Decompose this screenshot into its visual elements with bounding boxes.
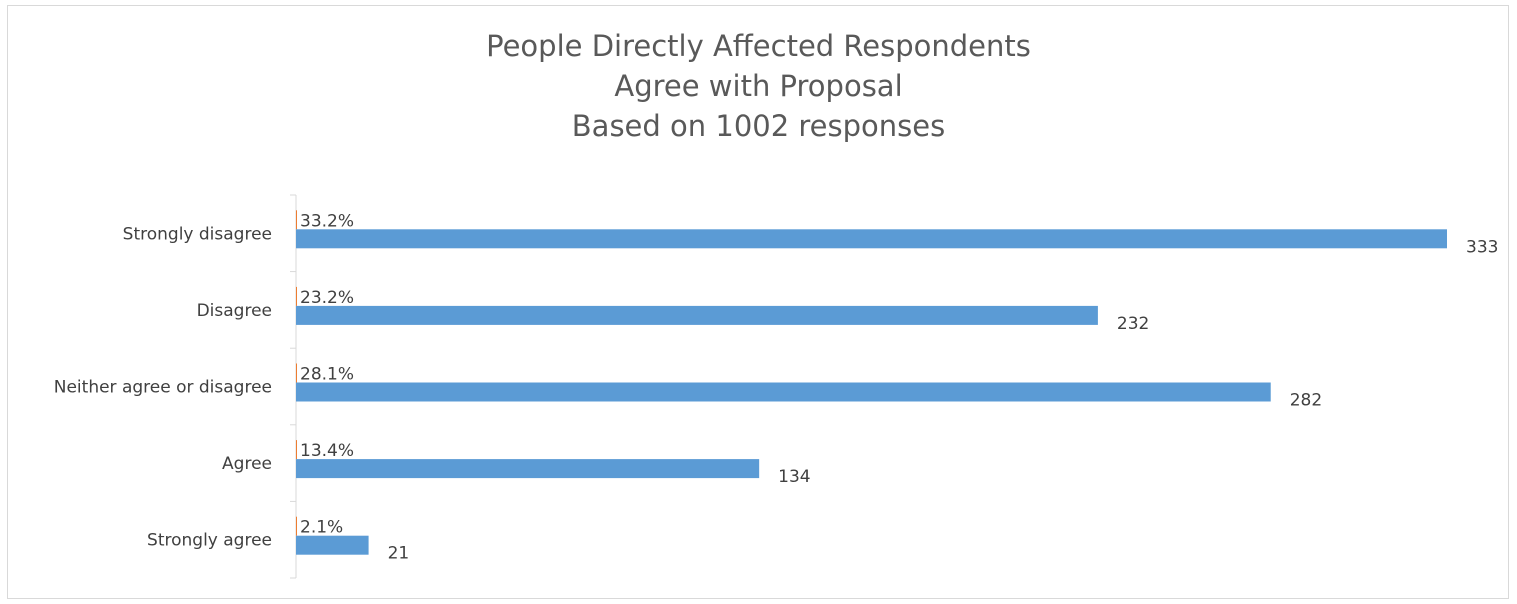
percent-label: 33.2% (300, 211, 354, 231)
percent-label: 2.1% (300, 518, 343, 538)
count-bar (296, 229, 1447, 249)
percent-bar (296, 516, 297, 536)
count-label: 333 (1466, 237, 1498, 257)
chart-title-line-2: Agree with Proposal (614, 69, 903, 103)
count-bar (296, 382, 1271, 402)
percent-bar (296, 286, 297, 306)
category-label: Strongly disagree (123, 224, 272, 244)
percent-bar (296, 363, 297, 383)
count-label: 134 (778, 467, 810, 487)
count-label: 21 (388, 544, 410, 564)
percent-label: 13.4% (300, 441, 354, 461)
percent-label: 28.1% (300, 365, 354, 385)
count-bar (296, 459, 760, 479)
count-bar (296, 535, 369, 555)
chart-title: People Directly Affected Respondents Agr… (0, 26, 1517, 146)
category-label: Agree (222, 454, 272, 474)
chart-title-line-3: Based on 1002 responses (571, 109, 946, 143)
percent-bar (296, 210, 297, 230)
category-label: Disagree (197, 301, 272, 321)
count-label: 282 (1290, 391, 1322, 411)
category-label: Neither agree or disagree (54, 378, 272, 398)
chart-title-line-1: People Directly Affected Respondents (486, 29, 1031, 63)
percent-bar (296, 440, 297, 460)
percent-label: 23.2% (300, 288, 354, 308)
category-label: Strongly agree (147, 531, 272, 551)
count-label: 232 (1117, 314, 1149, 334)
chart-frame (7, 5, 1509, 599)
count-bar (296, 305, 1098, 325)
